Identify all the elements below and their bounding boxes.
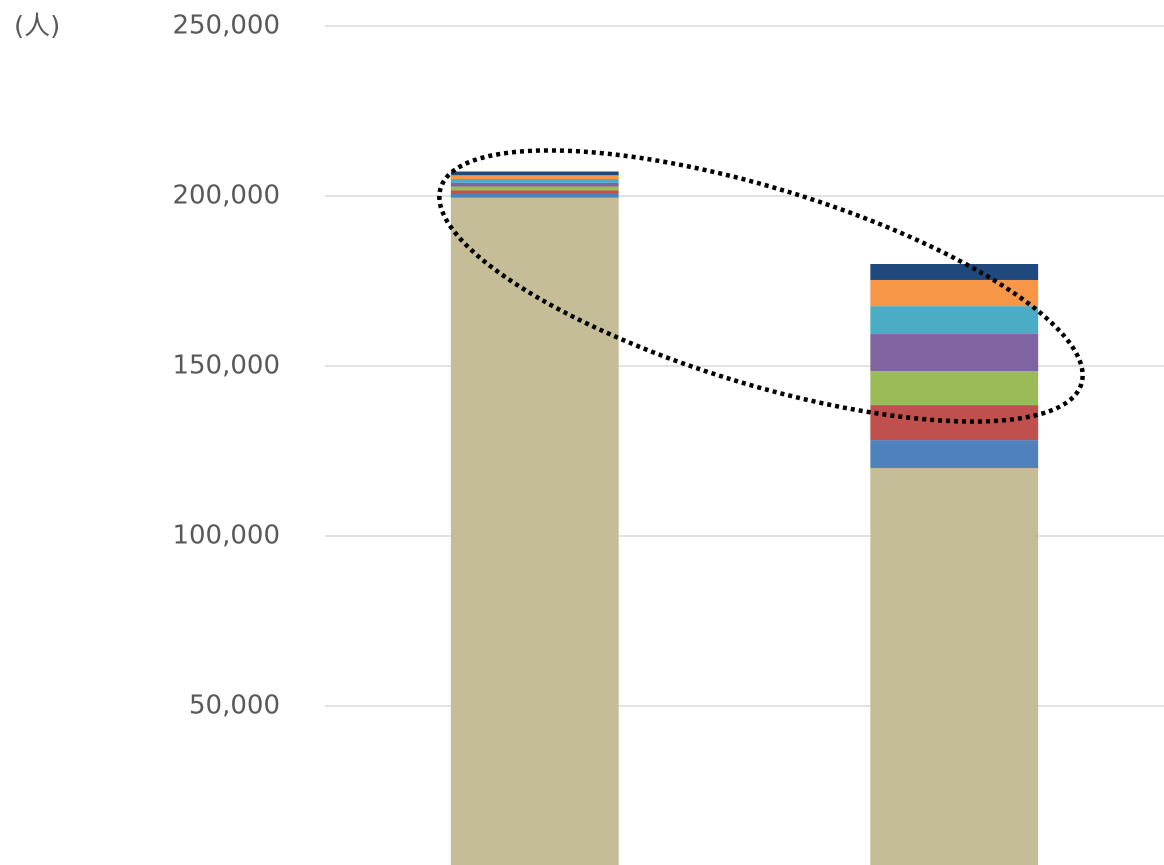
y-axis-label: (人) [14,12,60,42]
bar-segment [450,190,619,194]
bar-segment [870,264,1039,280]
bar-segment [450,171,619,176]
y-tick-label: 150,000 [172,351,280,381]
bar-segment [450,175,619,179]
bar-segment [870,306,1039,335]
bar-segment [450,193,619,198]
y-tick-label: 200,000 [172,181,280,211]
bar-segment [870,279,1039,307]
bar-segment [870,334,1039,372]
y-tick-label: 250,000 [172,11,280,41]
bar-segment [450,179,619,183]
bar-segment [870,371,1039,406]
highlight-ellipse [437,148,1085,424]
bar-segment [450,197,619,865]
y-tick-label: 50,000 [189,691,280,721]
bar-segment [870,468,1039,865]
bar-segment [450,186,619,191]
bar-segment [450,182,619,187]
bar-segment [870,440,1039,468]
y-tick-label: 100,000 [172,521,280,551]
